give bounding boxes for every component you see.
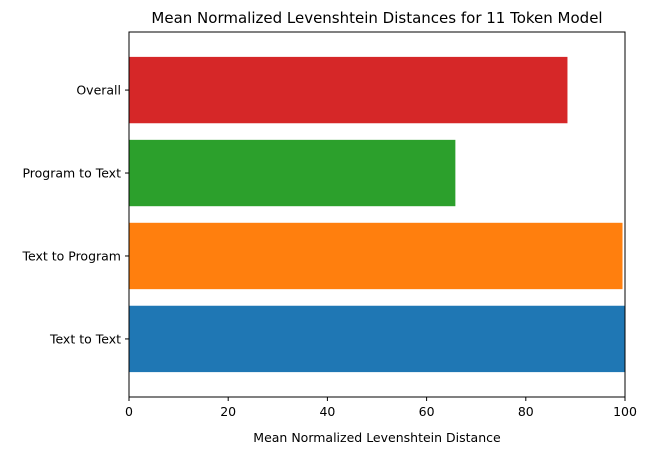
y-axis-ticks: Text to Text Text to Program Program to Te… xyxy=(21,83,129,346)
x-tick-label: 100 xyxy=(613,404,637,419)
bar-overall xyxy=(129,56,568,124)
plot-frame xyxy=(128,31,626,398)
x-axis-label: Mean Normalized Levenshtein Distance xyxy=(253,430,501,445)
x-axis-ticks: 0 20 40 60 80 100 xyxy=(125,397,637,419)
x-tick-label: 0 xyxy=(125,404,133,419)
x-tick-label: 40 xyxy=(319,404,335,419)
x-tick-label: 80 xyxy=(518,404,534,419)
bar-text-to-program xyxy=(129,222,623,290)
chart-title: Mean Normalized Levenshtein Distances fo… xyxy=(151,9,602,27)
bar-program-to-text xyxy=(129,139,456,207)
y-tick-label: Text to Text xyxy=(49,331,121,346)
y-tick-label: Overall xyxy=(76,83,121,98)
y-tick-label: Text to Program xyxy=(21,248,121,263)
bar-text-to-text xyxy=(129,305,625,373)
y-tick-label: Program to Text xyxy=(22,166,121,181)
bars xyxy=(129,56,625,373)
x-tick-label: 60 xyxy=(419,404,435,419)
x-tick-label: 20 xyxy=(220,404,236,419)
